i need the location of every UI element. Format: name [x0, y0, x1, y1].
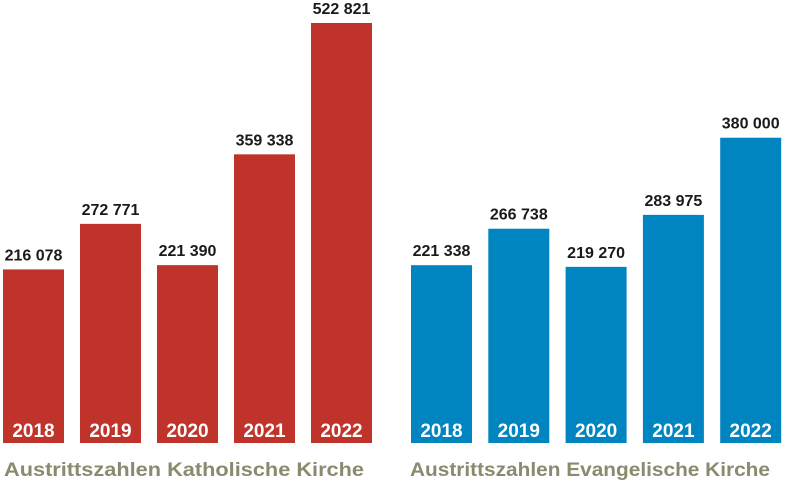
value-label-0-2020: 221 390	[159, 243, 217, 260]
chart-title-1: Austrittszahlen Evangelische Kirche	[410, 460, 770, 481]
value-label-1-2019: 266 738	[490, 207, 548, 224]
year-label-0-2018: 2018	[12, 421, 54, 442]
bar-1-2018	[411, 265, 472, 443]
bar-1-2022	[720, 137, 782, 443]
value-label-0-2018: 216 078	[5, 247, 63, 264]
year-label-0-2019: 2019	[89, 421, 131, 442]
value-label-1-2018: 221 338	[413, 243, 471, 260]
bar-0-2019	[80, 223, 141, 443]
year-label-0-2021: 2021	[243, 421, 286, 442]
value-label-0-2022: 522 821	[313, 1, 371, 18]
bar-1-2021	[642, 214, 704, 443]
bar-1-2020	[565, 266, 627, 443]
bar-1-2019	[488, 228, 550, 443]
value-label-1-2021: 283 975	[644, 193, 702, 210]
bar-0-2020	[157, 265, 218, 443]
year-label-0-2020: 2020	[166, 421, 208, 442]
year-label-1-2021: 2021	[652, 421, 695, 442]
bar-0-2018	[3, 269, 64, 443]
year-label-1-2020: 2020	[575, 421, 617, 442]
value-label-0-2019: 272 771	[82, 202, 140, 219]
year-label-1-2019: 2019	[498, 421, 540, 442]
value-label-1-2020: 219 270	[567, 245, 625, 262]
bar-0-2021	[234, 154, 295, 443]
year-label-0-2022: 2022	[320, 421, 362, 442]
year-label-1-2018: 2018	[420, 421, 462, 442]
value-label-0-2021: 359 338	[236, 132, 294, 149]
year-label-1-2022: 2022	[730, 421, 772, 442]
chart-title-0: Austrittszahlen Katholische Kirche	[4, 460, 364, 481]
value-label-1-2022: 380 000	[722, 116, 780, 133]
bar-0-2022	[311, 23, 372, 443]
